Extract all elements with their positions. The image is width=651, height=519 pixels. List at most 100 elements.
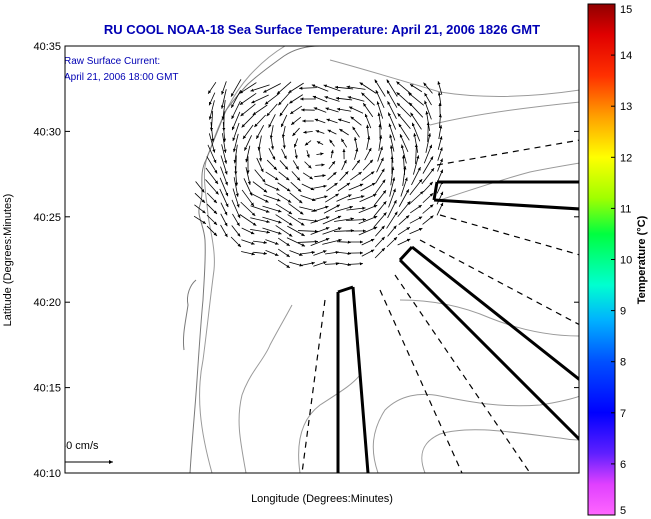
- current-vector-100: [208, 133, 216, 153]
- current-vector-298: [265, 249, 279, 257]
- current-vector-62: [231, 111, 241, 131]
- y-axis-label: Latitude (Degrees:Minutes): [2, 194, 14, 327]
- current-vector-82: [232, 122, 240, 142]
- current-vector-157: [413, 155, 420, 175]
- current-vector-101: [222, 133, 227, 153]
- bathymetry-contour-8: [329, 59, 579, 97]
- current-vector-277: [375, 225, 385, 237]
- map-layer: Raw Surface Current: April 21, 2006 18:0…: [65, 46, 579, 473]
- current-vector-256: [345, 218, 367, 222]
- current-vector-158: [422, 156, 434, 174]
- current-vector-102: [232, 133, 239, 153]
- current-vector-217: [388, 188, 396, 208]
- current-vector-257: [358, 215, 378, 225]
- current-vectors: [193, 79, 444, 269]
- current-vector-26: [278, 92, 290, 106]
- current-vector-292: [361, 238, 375, 246]
- current-vector-226: [240, 201, 256, 217]
- current-vector-312: [324, 262, 340, 266]
- current-vector-231: [299, 206, 317, 212]
- current-vector-207: [263, 194, 281, 202]
- current-vector-67: [290, 116, 302, 126]
- bathymetry-contour-2: [298, 374, 361, 473]
- current-vector-192: [337, 182, 351, 192]
- current-vector-3: [239, 82, 257, 94]
- current-vector-38: [424, 92, 432, 106]
- current-vector-56: [396, 102, 412, 118]
- current-vector-118: [425, 133, 431, 153]
- current-vector-288: [310, 238, 330, 246]
- current-vector-193: [348, 183, 364, 191]
- current-vector-170: [327, 171, 337, 181]
- current-vector-121: [221, 144, 228, 164]
- current-vector-53: [362, 102, 374, 118]
- current-vector-24: [251, 94, 269, 104]
- current-vector-294: [386, 236, 398, 248]
- current-vector-278: [387, 225, 397, 237]
- shipping-lanes: [301, 139, 579, 473]
- current-vector-211: [312, 195, 328, 201]
- current-vector-72: [350, 116, 362, 126]
- current-vector-2: [230, 79, 242, 97]
- current-vector-255: [334, 217, 354, 222]
- colorbar-ticks: 5 6 7 8 9 10 11 12 13 14 15: [611, 3, 632, 517]
- current-vector-45: [266, 103, 278, 117]
- colorbar-tick-label-2: 7: [620, 408, 626, 420]
- current-vector-183: [233, 177, 239, 197]
- current-vector-128: [306, 150, 310, 158]
- current-vector-266: [241, 227, 255, 235]
- current-vector-285: [277, 237, 291, 247]
- current-vector-202: [206, 192, 218, 204]
- current-vector-174: [375, 168, 385, 184]
- current-vector-70: [326, 118, 338, 124]
- current-vector-308: [277, 259, 291, 269]
- colorbar-tick-label-5: 10: [620, 255, 632, 267]
- y-tick-label-0: 40:35: [33, 41, 61, 53]
- current-vector-120: [207, 144, 217, 164]
- current-vector-271: [297, 229, 319, 233]
- current-vector-220: [422, 192, 434, 204]
- current-vector-199: [422, 181, 434, 193]
- current-vector-237: [373, 201, 387, 217]
- shipping-lane-dashed-6: [301, 299, 326, 473]
- current-vector-260: [398, 215, 410, 225]
- current-vector-230: [288, 203, 304, 215]
- current-vector-203: [219, 188, 229, 208]
- colorbar: [587, 3, 616, 516]
- coastline: [183, 46, 321, 473]
- current-vector-0: [207, 81, 217, 95]
- current-vector-201: [194, 192, 206, 204]
- current-vector-282: [241, 239, 255, 245]
- current-vector-227: [250, 205, 270, 213]
- current-vector-10: [323, 84, 341, 92]
- colorbar-tick-label-3: 8: [620, 357, 626, 369]
- current-vector-261: [409, 216, 423, 224]
- current-vector-89: [315, 130, 325, 134]
- current-vector-163: [245, 167, 251, 185]
- current-vector-64: [254, 114, 266, 128]
- current-vector-81: [222, 121, 227, 143]
- current-vector-115: [389, 134, 395, 152]
- current-vector-171: [339, 171, 349, 181]
- current-vector-43: [240, 103, 256, 117]
- current-vector-88: [303, 130, 313, 134]
- colorbar-tick-label-6: 11: [620, 203, 631, 215]
- coastline-sandy-hook: [183, 279, 197, 351]
- current-vector-136: [400, 144, 407, 164]
- current-vector-129: [316, 152, 324, 156]
- current-vector-180: [195, 181, 205, 193]
- current-vector-280: [409, 227, 423, 235]
- bathymetry-contour-6: [439, 162, 579, 201]
- current-vector-32: [347, 96, 365, 102]
- current-vector-240: [410, 204, 422, 214]
- current-vector-228: [262, 205, 282, 213]
- current-vector-124: [258, 146, 263, 162]
- current-vector-83: [242, 124, 254, 140]
- current-vector-265: [231, 225, 241, 237]
- current-vector-15: [386, 79, 398, 97]
- current-vector-186: [264, 183, 280, 191]
- shipping-lane-dashed-1: [436, 139, 579, 166]
- current-vector-8: [299, 86, 317, 90]
- current-vector-30: [324, 96, 340, 102]
- current-vector-297: [252, 251, 268, 256]
